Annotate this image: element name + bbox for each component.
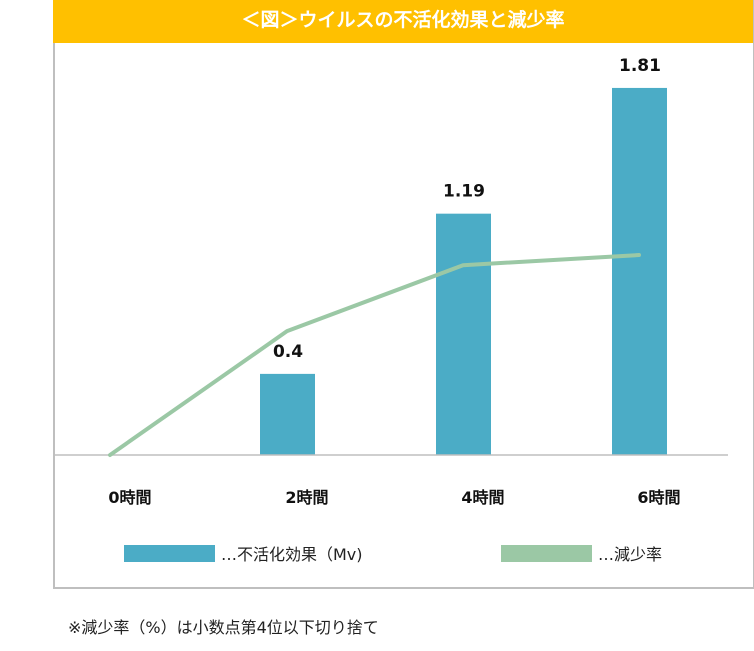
data-label: 1.81 [619, 56, 661, 76]
x-tick-label: 0時間 [108, 488, 151, 507]
bar [612, 87, 667, 455]
x-tick-label: 6時間 [637, 488, 680, 507]
bar [436, 213, 491, 455]
legend-item-inactivation: …不活化効果（Mv) [124, 543, 363, 564]
chart-title: ＜図＞ウイルスの不活化効果と減少率 [53, 0, 753, 43]
x-tick-label: 2時間 [285, 488, 328, 507]
x-tick-label: 4時間 [461, 488, 504, 507]
legend-item-reduction: …減少率 [501, 543, 663, 564]
legend-swatch-bar [124, 544, 215, 562]
legend-label-reduction: …減少率 [598, 545, 663, 564]
reduction-rate-line [108, 253, 641, 457]
data-label: 0.4 [273, 342, 303, 362]
footnote: ※減少率（%）は小数点第4位以下切り捨て [68, 618, 379, 637]
data-label: 1.19 [443, 182, 485, 202]
legend-swatch-line [501, 544, 592, 562]
legend-label-inactivation: …不活化効果（Mv) [221, 545, 363, 564]
bar [260, 373, 315, 455]
